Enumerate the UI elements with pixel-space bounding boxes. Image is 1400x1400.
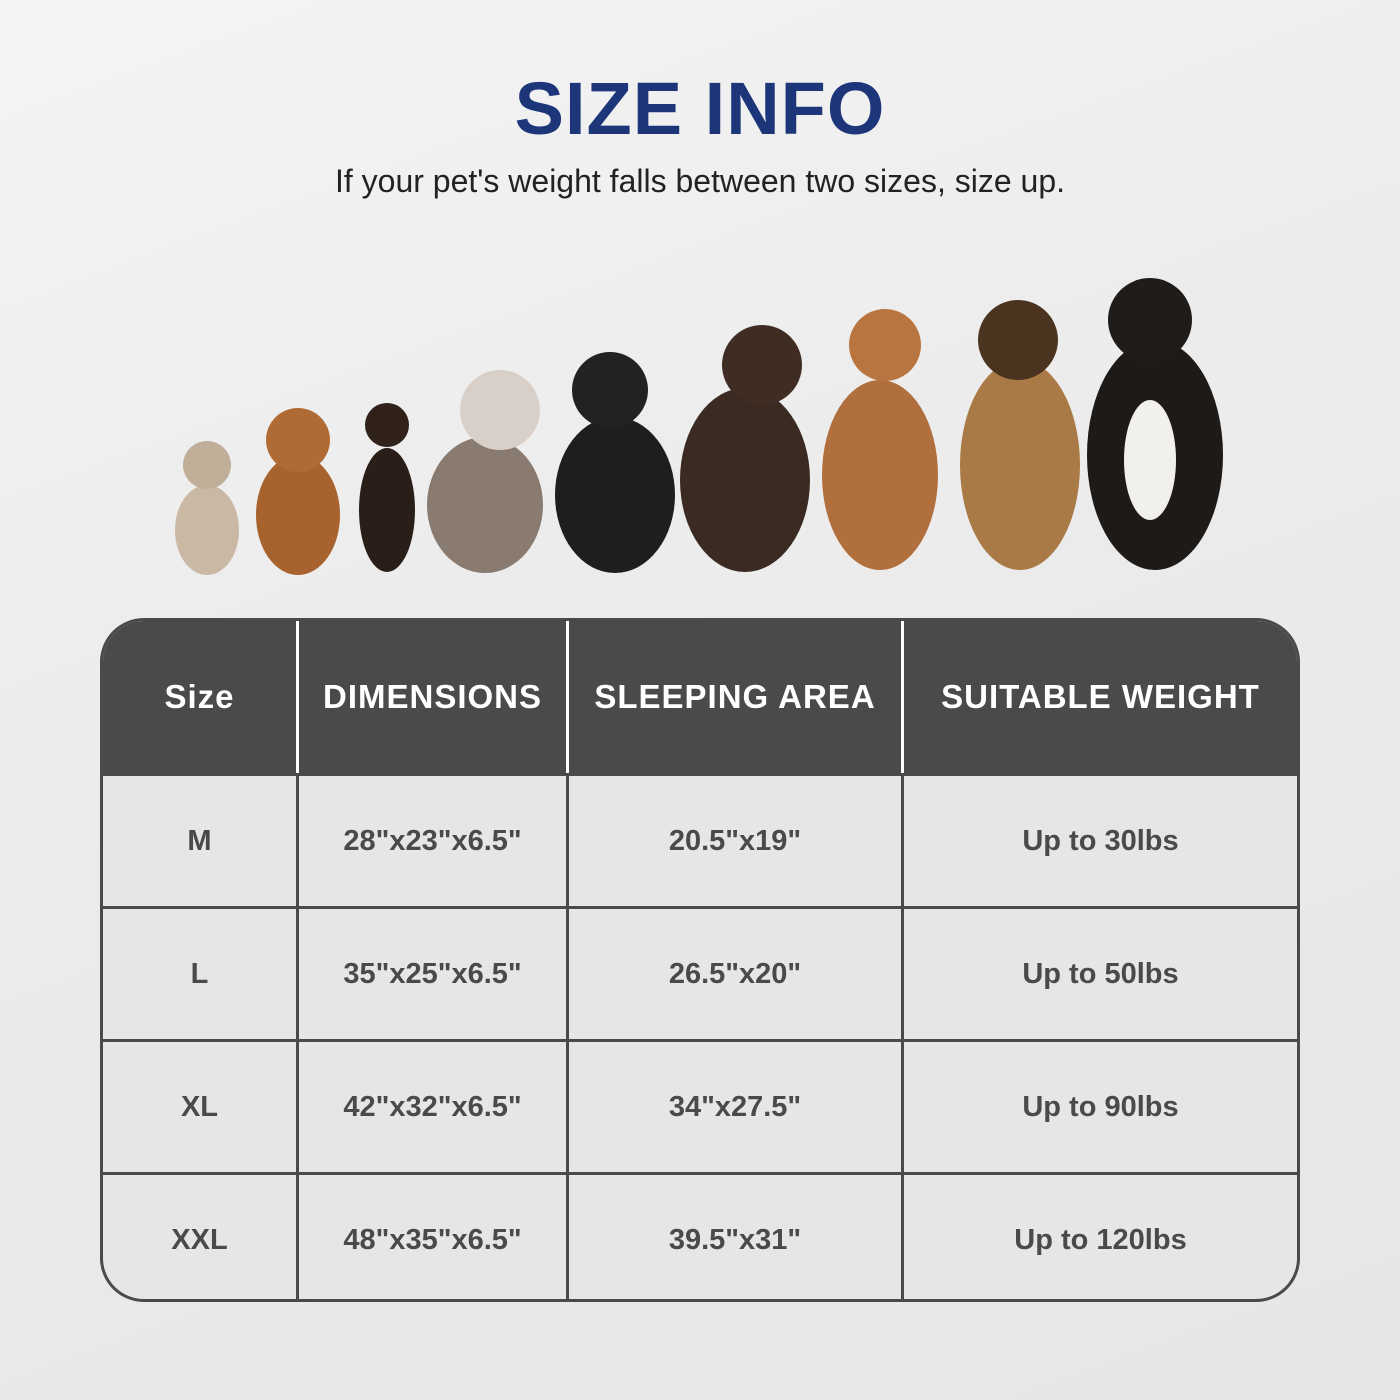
table-row: M 28"x23"x6.5" 20.5"x19" Up to 30lbs	[103, 773, 1297, 906]
cell-sleeping-area: 26.5"x20"	[569, 909, 904, 1039]
cell-size: XL	[103, 1042, 299, 1172]
header-suitable-weight: SUITABLE WEIGHT	[941, 678, 1260, 715]
cell-weight: Up to 30lbs	[1022, 824, 1179, 857]
dog-labrador	[680, 325, 810, 572]
dog-pinscher	[359, 403, 415, 572]
dog-bulldog	[427, 370, 543, 573]
size-table: Size DIMENSIONS SLEEPING AREA SUITABLE W…	[100, 618, 1300, 1302]
page-subtitle: If your pet's weight falls between two s…	[334, 163, 1065, 199]
dog-cavalier	[256, 408, 340, 575]
table-row: XL 42"x32"x6.5" 34"x27.5" Up to 90lbs	[103, 1039, 1297, 1172]
page-title: SIZE INFO	[514, 67, 886, 150]
cell-dimensions: 48"x35"x6.5"	[299, 1175, 569, 1299]
cell-sleeping-area: 34"x27.5"	[569, 1042, 904, 1172]
cell-weight: Up to 120lbs	[1014, 1223, 1187, 1256]
cell-dimensions: 35"x25"x6.5"	[299, 909, 569, 1039]
cell-size: M	[103, 776, 299, 906]
cell-sleeping-area: 20.5"x19"	[569, 776, 904, 906]
dog-french-bulldog	[175, 441, 239, 575]
table-row: XXL 48"x35"x6.5" 39.5"x31" Up to 120lbs	[103, 1172, 1297, 1299]
header-sleeping-area: SLEEPING AREA	[569, 621, 904, 773]
header-size: Size	[103, 621, 299, 773]
dog-vizsla	[822, 309, 938, 570]
dogs-lineup-image	[175, 278, 1223, 575]
cell-dimensions: 28"x23"x6.5"	[299, 776, 569, 906]
cell-weight: Up to 90lbs	[1022, 1090, 1179, 1123]
cell-size: L	[103, 909, 299, 1039]
table-row: L 35"x25"x6.5" 26.5"x20" Up to 50lbs	[103, 906, 1297, 1039]
dog-german-shepherd	[960, 300, 1080, 570]
cell-dimensions: 42"x32"x6.5"	[299, 1042, 569, 1172]
table-header-row: Size DIMENSIONS SLEEPING AREA SUITABLE W…	[103, 621, 1297, 773]
cell-weight: Up to 50lbs	[1022, 957, 1179, 990]
cell-sleeping-area: 39.5"x31"	[569, 1175, 904, 1299]
dog-border-collie	[555, 352, 675, 573]
header-dimensions: DIMENSIONS	[299, 621, 569, 773]
dog-bernese	[1087, 278, 1223, 570]
cell-size: XXL	[103, 1175, 299, 1299]
